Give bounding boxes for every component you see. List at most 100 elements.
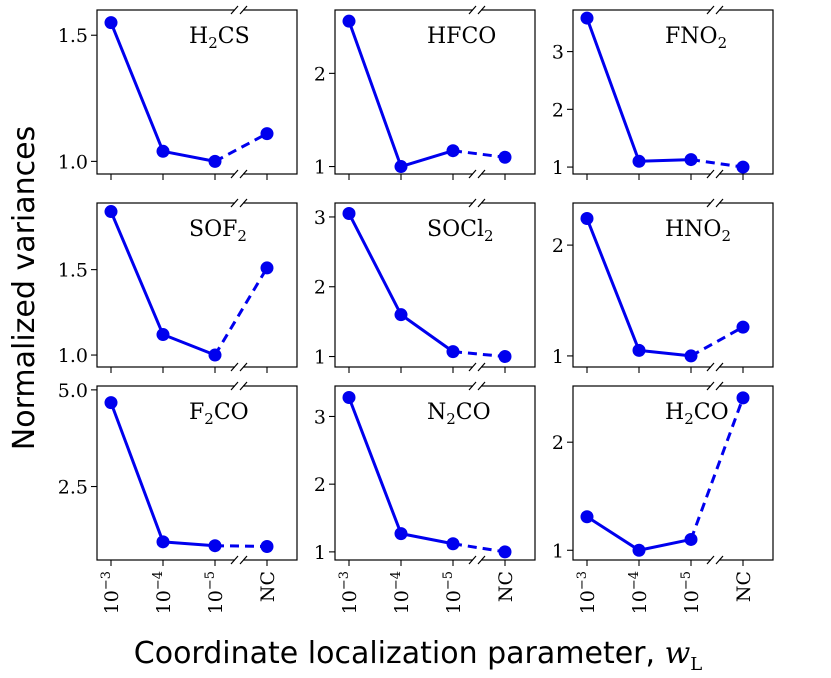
panel-title-subscript: 2	[718, 34, 728, 52]
axis-break-gap	[711, 7, 719, 13]
data-point	[684, 349, 698, 363]
data-point	[446, 345, 460, 359]
panel-frame	[334, 202, 536, 368]
panel-frame	[96, 385, 298, 561]
x-tick-label-base: 10	[153, 590, 175, 614]
data-point	[580, 212, 594, 226]
y-tick-label: 1	[552, 346, 564, 368]
panel-title-base: H	[665, 400, 684, 425]
x-tick-label-exponent: −5	[203, 571, 218, 590]
x-tick-label: 10−3	[337, 571, 361, 614]
x-tick-label-base: NC	[257, 571, 279, 602]
axis-break-mark	[477, 198, 486, 208]
x-axis-label-subscript: L	[690, 654, 702, 675]
data-point	[632, 343, 646, 357]
axis-break-mark	[230, 5, 239, 15]
axis-break-gap	[711, 200, 719, 206]
data-point	[208, 154, 222, 168]
x-tick-label-base: NC	[733, 571, 755, 602]
panel-hfco: 1 2 HFCO	[314, 5, 536, 180]
data-point	[632, 543, 646, 557]
x-axis-label-text: Coordinate localization parameter,	[134, 636, 665, 671]
axis-break-gap	[235, 200, 243, 206]
axis-break-gap	[473, 7, 481, 13]
data-point	[632, 154, 646, 168]
data-point	[736, 160, 750, 174]
series-line-dashed	[690, 325, 744, 358]
x-tick-label-exponent: −4	[151, 571, 166, 590]
x-tick-label-base: 10	[205, 590, 227, 614]
x-tick-label: 10−5	[203, 571, 227, 614]
panel-title-subscript: 2	[684, 410, 694, 428]
series-line-dashed	[213, 267, 269, 356]
panel-title: HNO2	[665, 217, 731, 245]
x-tick-label: 10−4	[151, 571, 175, 614]
panel-title: F2CO	[189, 400, 249, 428]
panel-title-base: N	[427, 400, 446, 425]
axis-break-mark	[706, 555, 715, 565]
data-point	[208, 539, 222, 553]
axis-break-mark	[239, 169, 248, 179]
y-tick-label: 2	[552, 235, 564, 257]
y-tick-label: 1	[552, 157, 564, 179]
axis-break-mark	[706, 5, 715, 15]
panel-title-base: SOF	[189, 217, 237, 242]
axis-break-mark	[715, 169, 724, 179]
y-tick-label: 1.0	[58, 151, 88, 173]
y-tick-label: 2	[314, 63, 326, 85]
series-line-dashed	[690, 158, 744, 169]
axis-break-mark	[706, 198, 715, 208]
data-point	[104, 396, 118, 410]
y-tick-label: 1.0	[58, 345, 88, 367]
data-point	[580, 11, 594, 25]
x-tick-label: 10−3	[99, 571, 123, 614]
panel-title: H2CS	[189, 24, 250, 52]
y-tick-label: 2	[552, 432, 564, 454]
data-point	[260, 127, 274, 141]
axis-break-mark	[468, 5, 477, 15]
panel-frame	[572, 202, 774, 368]
data-point	[104, 205, 118, 219]
x-tick-label-base: 10	[629, 590, 651, 614]
axis-break-mark	[477, 555, 486, 565]
axis-break-mark	[715, 555, 724, 565]
panel-title: SOF2	[189, 217, 247, 245]
panel-frame	[572, 9, 774, 175]
panel-title-subscript: 2	[208, 34, 218, 52]
x-tick-label-base: NC	[495, 571, 517, 602]
y-tick-label: 1	[314, 542, 326, 564]
x-tick-label-exponent: −3	[337, 571, 352, 590]
x-tick-label-base: 10	[101, 590, 123, 614]
data-point	[394, 160, 408, 174]
data-point	[342, 391, 356, 405]
x-tick-label: 10−5	[679, 571, 703, 614]
axis-break-mark	[468, 198, 477, 208]
data-point	[580, 510, 594, 524]
axis-break-gap	[473, 171, 481, 177]
axis-break-mark	[468, 169, 477, 179]
y-axis-label: Normalized variances	[7, 126, 42, 450]
x-tick-label-exponent: −5	[679, 571, 694, 590]
x-tick-label: NC	[733, 571, 755, 602]
data-point	[498, 150, 512, 164]
axis-break-gap	[235, 557, 243, 563]
axis-break-mark	[477, 362, 486, 372]
x-tick-label-base: 10	[391, 590, 413, 614]
x-tick-label-base: 10	[339, 590, 361, 614]
panel-title-tail: CO	[456, 400, 491, 425]
axis-break-mark	[239, 362, 248, 372]
axis-break-mark	[715, 5, 724, 15]
data-point	[156, 144, 170, 158]
y-tick-label: 1	[552, 540, 564, 562]
axis-break-mark	[230, 555, 239, 565]
series-line-dashed	[689, 397, 745, 540]
series-line-dashed	[452, 542, 506, 554]
data-point	[260, 261, 274, 275]
axis-break-mark	[468, 362, 477, 372]
panel-title-subscript: 2	[484, 227, 494, 245]
x-tick-label: NC	[495, 571, 517, 602]
